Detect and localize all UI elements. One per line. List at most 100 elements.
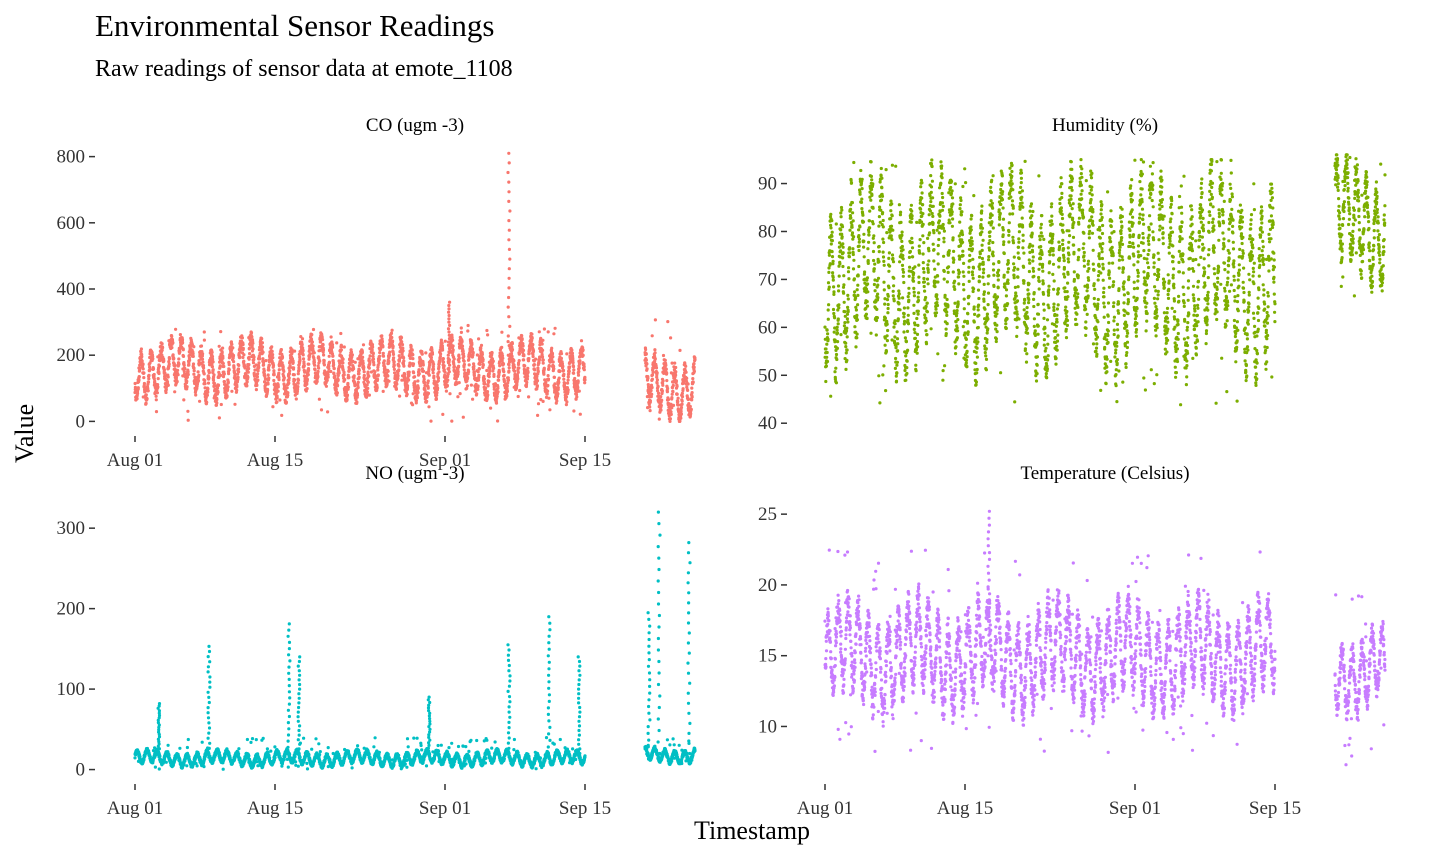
data-point	[480, 352, 484, 356]
data-point	[906, 322, 911, 326]
data-point	[959, 196, 963, 200]
data-point	[900, 233, 904, 237]
data-point	[961, 325, 965, 329]
data-point	[680, 391, 685, 395]
data-point	[573, 376, 577, 381]
data-point	[856, 274, 860, 278]
data-point	[183, 367, 187, 371]
data-point	[870, 193, 874, 197]
data-point	[882, 263, 886, 267]
data-point	[686, 382, 690, 386]
data-point	[960, 210, 964, 214]
data-point	[980, 209, 984, 213]
data-point	[472, 374, 476, 378]
data-point	[231, 353, 236, 358]
data-point	[867, 219, 872, 223]
data-point	[868, 226, 872, 230]
data-point	[882, 240, 886, 245]
data-point	[974, 350, 978, 354]
data-point	[908, 265, 912, 269]
data-point	[847, 266, 851, 270]
facet-strip-label: CO (ugm -3)	[366, 115, 464, 136]
data-point	[496, 390, 500, 394]
data-point	[366, 380, 370, 384]
data-point	[916, 309, 920, 313]
data-point	[201, 360, 205, 364]
data-point	[275, 396, 279, 400]
data-point	[907, 255, 912, 259]
data-point	[271, 364, 276, 368]
data-point	[963, 167, 967, 171]
data-point	[836, 317, 840, 321]
data-point	[578, 412, 582, 416]
data-point	[441, 357, 445, 361]
data-point	[903, 368, 907, 373]
data-point	[186, 418, 190, 422]
data-point	[846, 293, 850, 297]
data-point	[947, 265, 951, 269]
data-point	[447, 370, 451, 374]
data-point	[990, 201, 995, 205]
data-point	[676, 396, 680, 400]
data-point	[849, 207, 853, 211]
data-point	[457, 381, 461, 385]
data-point	[272, 373, 276, 377]
data-point	[947, 249, 951, 253]
data-point	[873, 289, 877, 293]
data-point	[915, 339, 920, 344]
data-point	[417, 372, 421, 376]
data-point	[541, 338, 545, 342]
data-point	[548, 408, 552, 412]
data-point	[656, 385, 660, 389]
y-tick-label: 800	[57, 147, 86, 168]
data-point	[877, 374, 881, 378]
data-point	[862, 245, 866, 249]
data-point	[675, 384, 679, 388]
data-point	[846, 310, 850, 314]
data-point	[941, 378, 945, 382]
data-point	[489, 406, 493, 410]
data-point	[451, 344, 455, 348]
data-point	[843, 321, 847, 325]
data-point	[844, 345, 848, 349]
data-point	[505, 384, 509, 388]
data-point	[227, 368, 231, 372]
data-point	[192, 345, 196, 349]
data-point	[406, 384, 410, 388]
data-point	[333, 374, 337, 378]
data-point	[886, 311, 890, 315]
data-point	[830, 255, 835, 259]
data-point	[572, 368, 576, 372]
data-point	[890, 163, 895, 167]
data-point	[566, 378, 570, 382]
data-point	[505, 389, 510, 394]
data-point	[973, 312, 977, 316]
data-point	[458, 392, 462, 396]
data-point	[911, 276, 915, 280]
data-point	[562, 372, 566, 376]
data-point	[841, 251, 845, 255]
data-point	[144, 393, 148, 397]
data-point	[851, 219, 855, 223]
data-point	[986, 317, 990, 321]
data-point	[902, 315, 906, 319]
data-point	[508, 257, 512, 261]
data-point	[507, 247, 511, 251]
data-point	[988, 239, 992, 243]
data-point	[201, 352, 205, 356]
data-point	[867, 230, 871, 234]
data-point	[911, 279, 916, 283]
data-point	[831, 259, 835, 263]
data-point	[520, 337, 524, 341]
data-point	[824, 379, 828, 384]
data-point	[854, 296, 858, 300]
data-point	[981, 262, 985, 266]
data-point	[413, 380, 417, 384]
data-point	[277, 368, 281, 372]
data-point	[457, 356, 461, 360]
data-point	[513, 369, 517, 373]
data-point	[174, 375, 178, 379]
data-point	[961, 270, 965, 274]
data-point	[913, 323, 917, 327]
data-point	[889, 224, 894, 228]
